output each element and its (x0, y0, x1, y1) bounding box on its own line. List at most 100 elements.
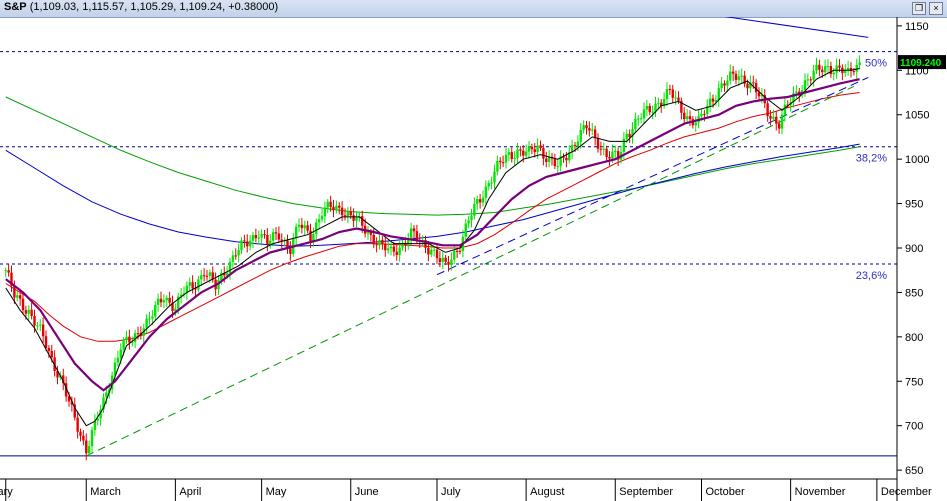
candle-body (780, 114, 784, 129)
candle-body (177, 296, 180, 309)
candle-body (62, 375, 65, 384)
candle-body (556, 165, 559, 167)
candle-body (254, 234, 258, 239)
candle-body (481, 197, 485, 203)
candle-body (338, 205, 341, 208)
candle-body (510, 152, 513, 160)
month-label: June (355, 486, 379, 498)
candle-body (168, 297, 171, 303)
candle-body (179, 294, 183, 297)
candle-body (56, 370, 59, 378)
candle-body (487, 183, 490, 187)
ma-blue-line (5, 143, 860, 247)
fib-level-label: 23,6% (856, 270, 887, 282)
candle-body (858, 62, 861, 65)
candle-body (591, 129, 594, 131)
restore-icon[interactable]: ❒ (912, 2, 926, 15)
candle-body (269, 240, 272, 245)
candle-body (33, 316, 36, 326)
candle-body (493, 171, 496, 183)
candle-body (835, 65, 838, 73)
candle-body (136, 333, 140, 335)
candle-body (637, 118, 640, 120)
candle-body (435, 249, 439, 259)
window-title-bar: S&P (1,109.03, 1,115.57, 1,105.29, 1,109… (0, 0, 947, 18)
candle-body (441, 257, 444, 263)
candle-body (430, 249, 433, 255)
close-icon[interactable]: × (929, 2, 943, 15)
candle-body (39, 324, 42, 326)
candle-body (202, 275, 206, 277)
candle-body (507, 152, 511, 155)
candle-body (470, 215, 473, 221)
candle-body (812, 70, 815, 80)
candle-body (346, 211, 350, 217)
candle-body (473, 203, 476, 216)
candle-body (602, 148, 605, 150)
candle-body (608, 156, 611, 159)
candle-body (743, 75, 746, 84)
candle-body (734, 73, 738, 80)
candle-body (50, 350, 53, 358)
candle-body (90, 429, 94, 447)
candle-body (694, 122, 697, 126)
candle-body (438, 258, 442, 263)
candle-body (378, 239, 381, 246)
candle-body (125, 336, 128, 340)
candle-body (306, 225, 309, 231)
candle-body (326, 201, 329, 208)
candle-body (455, 250, 459, 252)
candle-body (536, 145, 539, 153)
candle-body (76, 417, 79, 432)
y-tick-label: 1000 (905, 154, 929, 166)
candle-body (726, 80, 729, 86)
candle-body (398, 247, 401, 255)
candle-body (683, 112, 686, 120)
candle-body (565, 157, 568, 161)
candle-body (829, 66, 833, 75)
candle-body (234, 255, 237, 257)
candle-body (133, 333, 137, 342)
candle-body (246, 241, 249, 247)
candle-body (530, 146, 534, 150)
y-tick-label: 650 (905, 465, 923, 477)
candle-body (381, 239, 384, 244)
candle-body (490, 182, 493, 184)
candle-body (674, 97, 677, 99)
candle-body (628, 133, 631, 138)
price-chart[interactable]: 50% 38,2% 23,6% 650 700 750 800 850 900 950 1000 10… (0, 17, 947, 501)
y-tick-label: 800 (905, 332, 923, 344)
candle-body (85, 440, 88, 454)
candle-body (16, 295, 19, 298)
candle-body (260, 234, 263, 238)
candle-body (754, 82, 758, 93)
candle-body (476, 199, 479, 204)
candle-body (171, 302, 174, 311)
candle-body (13, 285, 16, 298)
candle-body (375, 244, 378, 246)
candle-body (271, 232, 275, 241)
candle-body (706, 105, 709, 115)
candle-body (499, 160, 502, 163)
candle-body (122, 339, 125, 350)
candle-body (731, 71, 735, 74)
symbol-label: S&P (4, 1, 27, 13)
candle-body (148, 318, 151, 320)
month-label: May (266, 486, 287, 498)
chart-title: S&P (1,109.03, 1,115.57, 1,105.29, 1,109… (4, 1, 278, 13)
candle-body (588, 128, 591, 131)
candle-body (458, 250, 462, 252)
candle-body (248, 240, 252, 247)
candle-body (297, 224, 301, 227)
candle-body (539, 145, 542, 149)
candle-body (596, 138, 600, 149)
candle-body (568, 152, 571, 161)
candle-body (775, 116, 778, 124)
candle-body (671, 89, 674, 98)
candle-body (792, 93, 795, 103)
candle-body (760, 95, 764, 97)
candle-body (582, 125, 585, 130)
candle-body (93, 420, 97, 430)
fib-level-label: 38,2% (856, 153, 887, 165)
candle-body (208, 272, 212, 276)
